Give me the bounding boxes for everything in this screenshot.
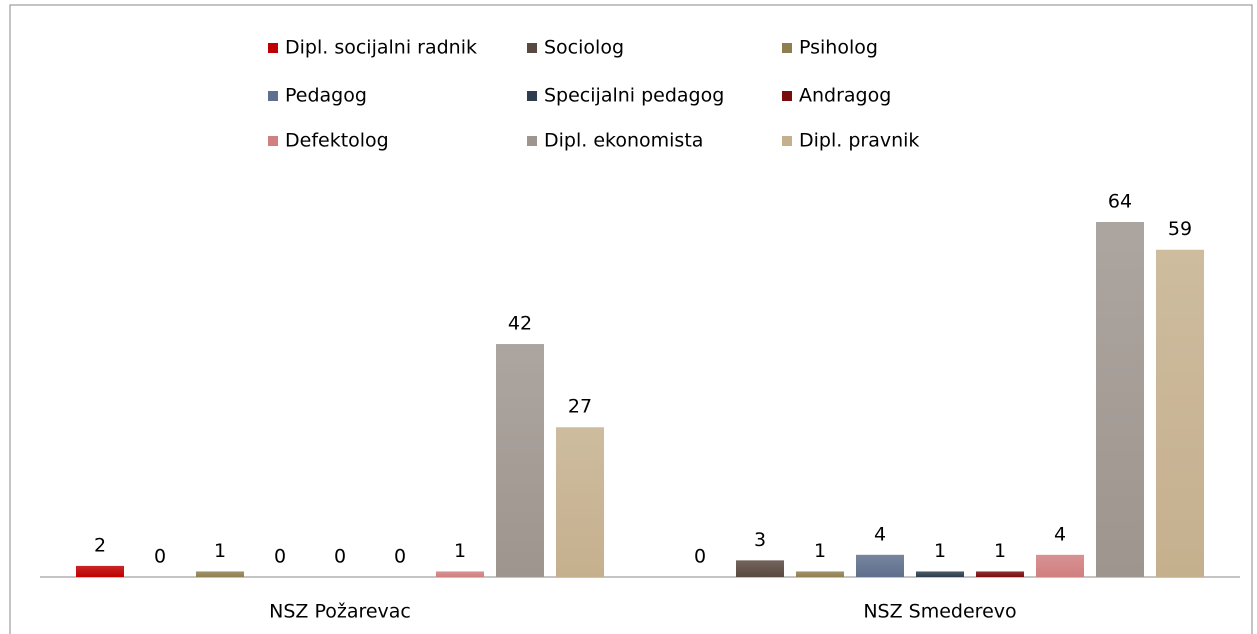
legend-swatch	[527, 43, 537, 53]
data-label: 0	[394, 546, 406, 568]
bar	[556, 427, 604, 577]
bar	[76, 565, 124, 577]
legend-swatch	[268, 91, 278, 101]
data-label: 1	[214, 540, 226, 562]
frame	[9, 4, 1253, 634]
legend-swatch	[527, 136, 537, 146]
bar	[916, 571, 964, 577]
legend-label: Psiholog	[799, 37, 878, 59]
bar	[196, 571, 244, 577]
data-label: 1	[454, 540, 466, 562]
legend-label: Andragog	[799, 85, 891, 107]
legend-swatch	[268, 43, 278, 53]
bar	[976, 571, 1024, 577]
data-label: 42	[508, 313, 532, 335]
x-tick-label: NSZ Požarevac	[269, 601, 411, 623]
legend-label: Specijalni pedagog	[544, 85, 724, 107]
data-label: 3	[754, 529, 766, 551]
data-label: 1	[934, 540, 946, 562]
bar	[436, 571, 484, 577]
bar	[856, 554, 904, 577]
legend-swatch	[782, 43, 792, 53]
bar	[1096, 222, 1144, 577]
legend-swatch	[782, 136, 792, 146]
legend-label: Dipl. ekonomista	[544, 130, 703, 152]
legend-label: Sociolog	[544, 37, 624, 59]
data-label: 27	[568, 396, 592, 418]
data-label: 4	[1054, 523, 1066, 545]
legend-label: Dipl. socijalni radnik	[285, 37, 477, 59]
x-tick-label: NSZ Smederevo	[863, 601, 1016, 623]
data-label: 0	[274, 546, 286, 568]
bar	[1156, 249, 1204, 577]
bar	[796, 571, 844, 577]
data-label: 0	[694, 546, 706, 568]
data-label: 0	[334, 546, 346, 568]
bar	[496, 344, 544, 577]
bar	[1036, 554, 1084, 577]
data-label: 64	[1108, 191, 1132, 213]
data-label: 1	[814, 540, 826, 562]
data-label: 59	[1168, 218, 1192, 240]
legend-label: Pedagog	[285, 85, 367, 107]
legend-label: Dipl. pravnik	[799, 130, 919, 152]
legend-swatch	[782, 91, 792, 101]
data-label: 2	[94, 534, 106, 556]
data-label: 0	[154, 546, 166, 568]
data-label: 1	[994, 540, 1006, 562]
legend-swatch	[268, 136, 278, 146]
legend-swatch	[527, 91, 537, 101]
bar	[736, 560, 784, 577]
legend-label: Defektolog	[285, 130, 389, 152]
data-label: 4	[874, 523, 886, 545]
